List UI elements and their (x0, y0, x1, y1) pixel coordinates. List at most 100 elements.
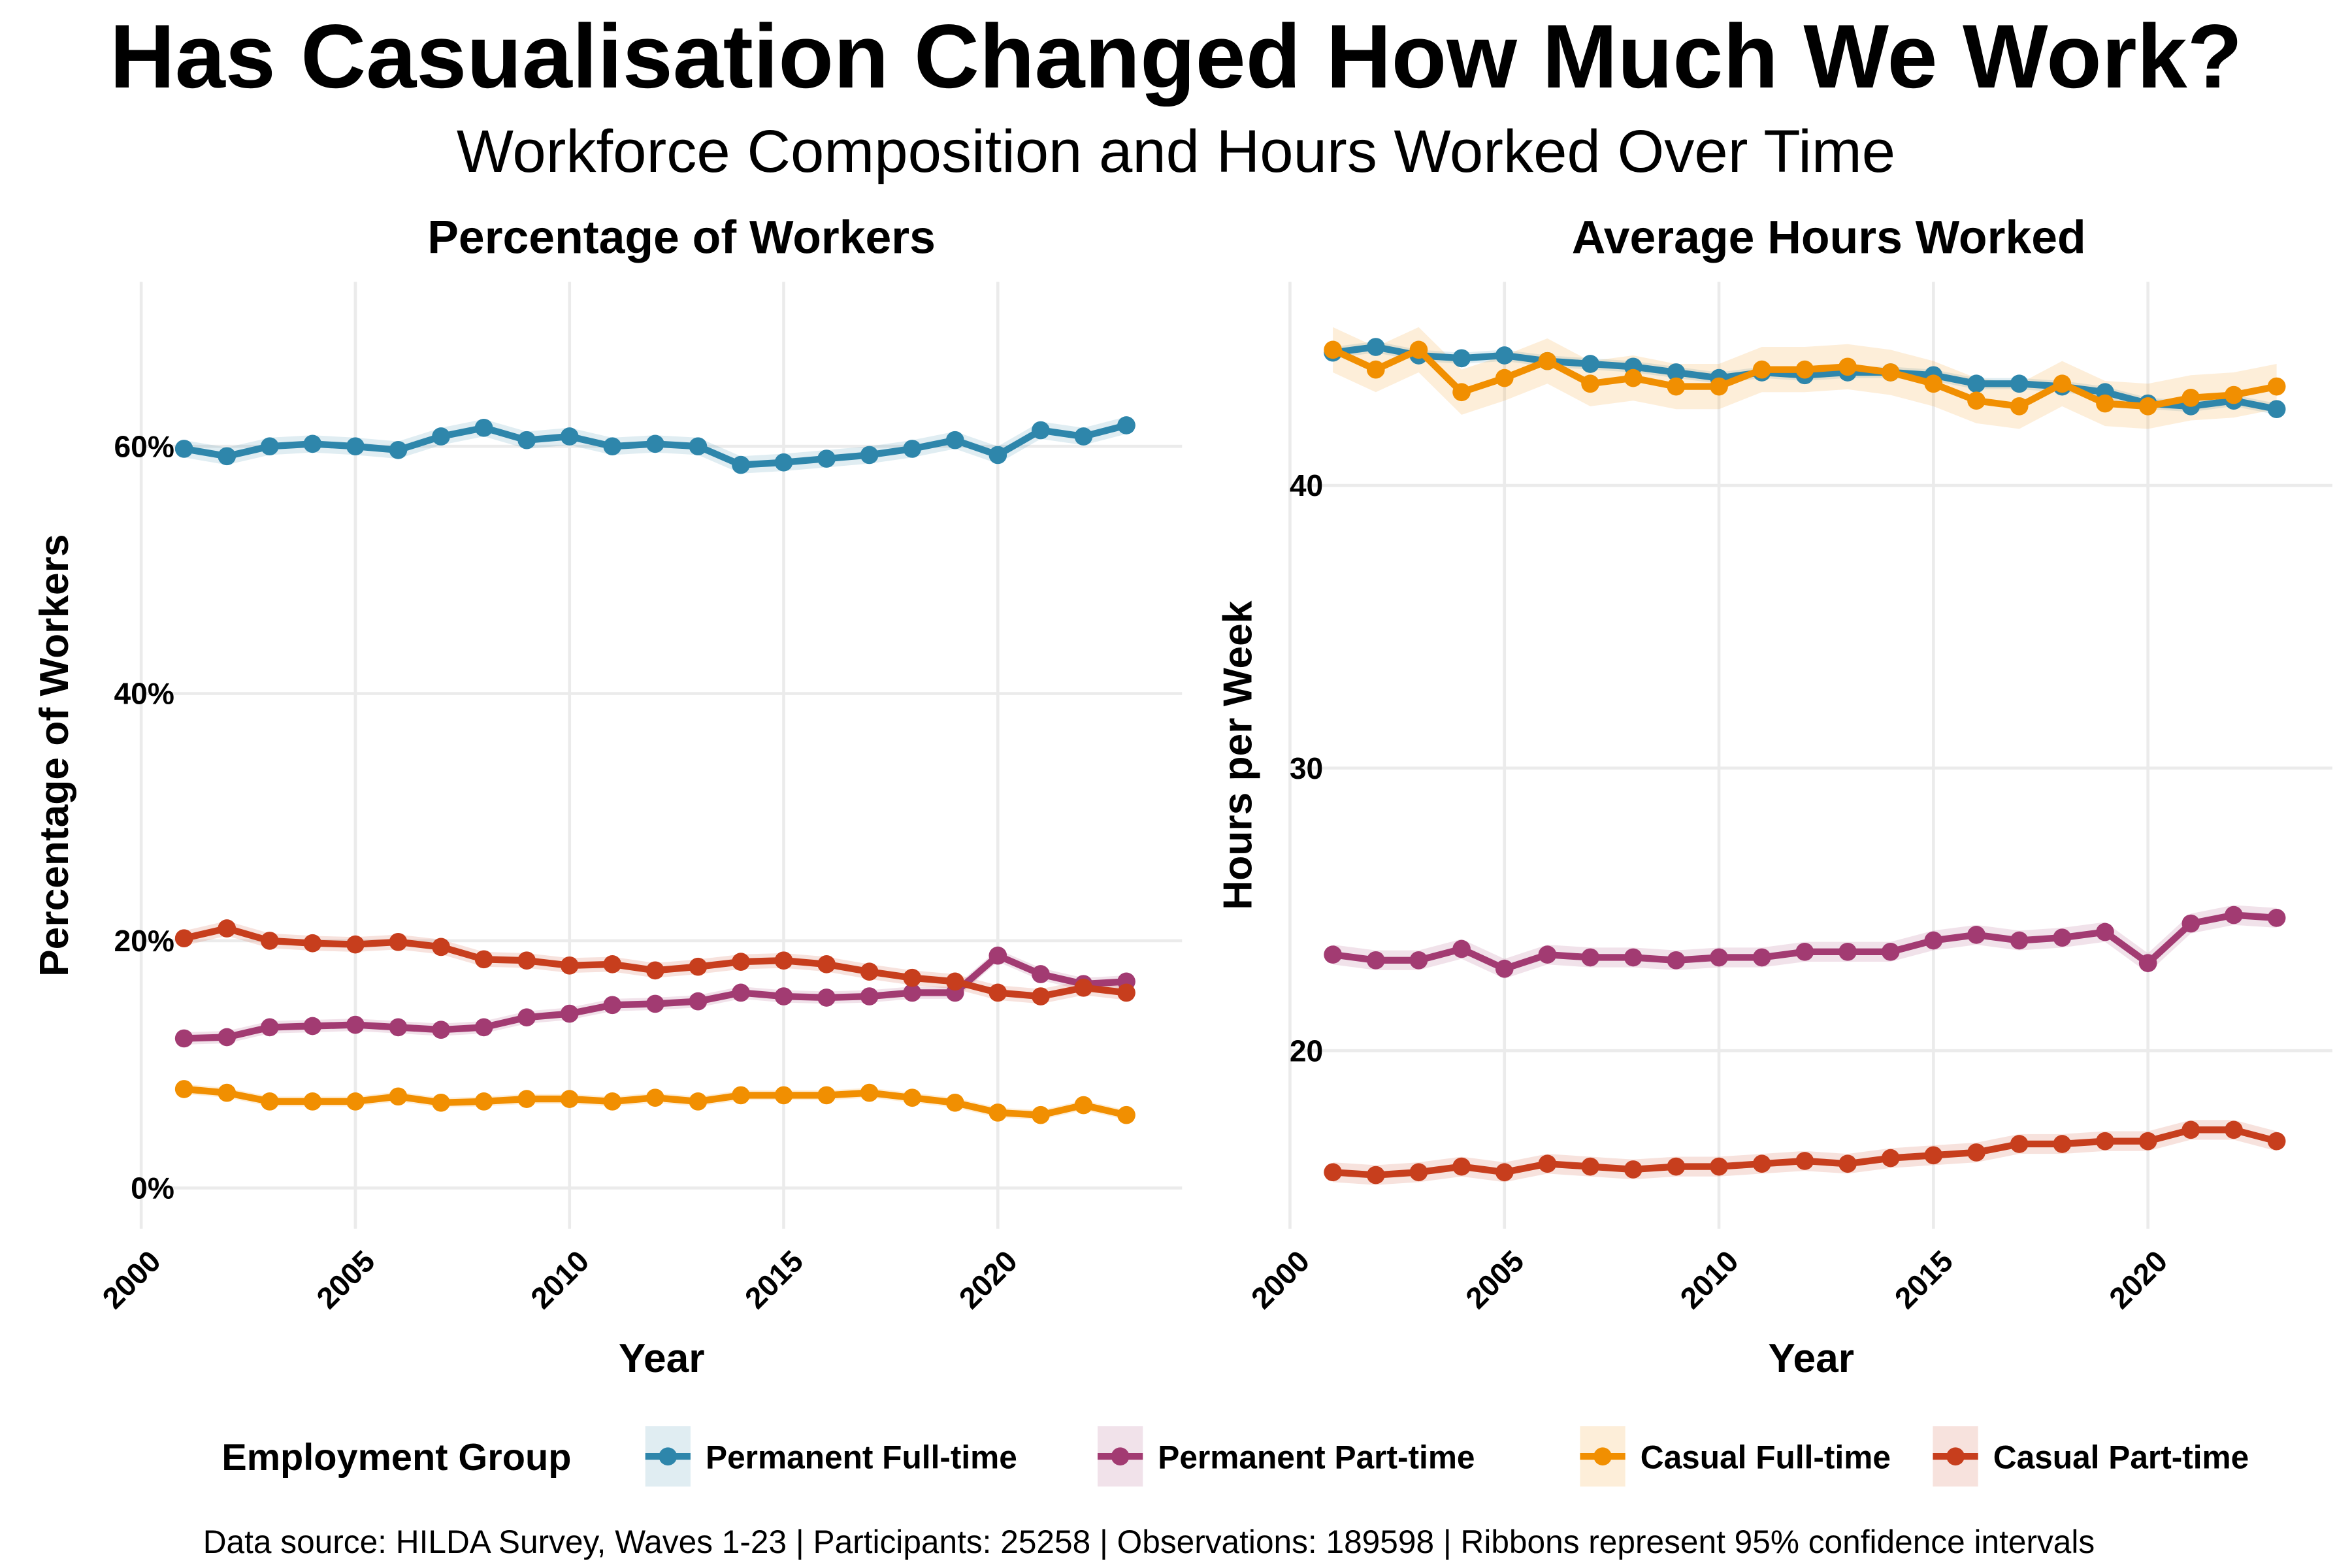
data-point-casual-part-time (603, 955, 622, 973)
data-point-casual-part-time (817, 955, 836, 973)
data-point-casual-part-time (1624, 1160, 1642, 1179)
data-point-casual-part-time (303, 934, 322, 953)
data-point-permanent-full-time (1032, 421, 1050, 440)
data-point-permanent-part-time (1495, 959, 1514, 978)
data-point-casual-full-time (1538, 351, 1557, 370)
data-point-casual-full-time (2225, 385, 2243, 404)
data-point-casual-full-time (1495, 368, 1514, 387)
data-point-permanent-part-time (2267, 909, 2286, 927)
data-point-casual-part-time (174, 929, 193, 948)
data-point-casual-full-time (474, 1092, 493, 1111)
data-point-permanent-part-time (645, 994, 664, 1013)
data-point-casual-part-time (2010, 1135, 2029, 1153)
data-point-permanent-part-time (174, 1029, 193, 1048)
x-tick-label: 2010 (524, 1244, 595, 1315)
data-point-casual-full-time (689, 1092, 708, 1111)
data-point-casual-part-time (260, 932, 279, 950)
data-point-permanent-part-time (1667, 951, 1686, 970)
data-point-permanent-part-time (1795, 942, 1814, 961)
data-point-permanent-part-time (474, 1018, 493, 1037)
data-point-casual-full-time (2267, 377, 2286, 396)
figure-title: Has Casualisation Changed How Much We Wo… (110, 7, 2242, 107)
data-point-casual-full-time (1624, 368, 1642, 387)
data-point-casual-full-time (2181, 389, 2200, 407)
data-point-casual-part-time (1710, 1157, 1728, 1176)
legend-point (1111, 1447, 1130, 1466)
data-point-casual-full-time (1967, 391, 1985, 410)
legend-item-casual-part-time: Casual Part-time (1933, 1426, 2249, 1487)
data-point-casual-part-time (732, 953, 750, 971)
data-point-permanent-part-time (1967, 926, 1985, 944)
data-point-casual-full-time (945, 1093, 964, 1112)
data-point-casual-part-time (2053, 1135, 2072, 1153)
panel-title: Percentage of Workers (427, 212, 936, 264)
data-point-casual-part-time (1667, 1157, 1686, 1176)
data-point-permanent-part-time (346, 1015, 365, 1034)
data-point-permanent-part-time (260, 1018, 279, 1037)
data-point-casual-full-time (389, 1087, 408, 1106)
data-point-casual-full-time (303, 1092, 322, 1111)
data-point-permanent-full-time (2010, 374, 2029, 393)
data-point-permanent-part-time (1924, 931, 1943, 950)
data-point-permanent-part-time (2010, 931, 2029, 950)
y-tick-label: 20% (114, 924, 174, 958)
data-point-casual-part-time (1409, 1163, 1428, 1182)
data-point-permanent-full-time (860, 446, 879, 465)
data-point-permanent-full-time (1667, 363, 1686, 382)
x-tick-label: 2005 (310, 1244, 381, 1315)
data-point-permanent-part-time (389, 1018, 408, 1037)
data-point-permanent-part-time (988, 946, 1007, 965)
data-point-casual-part-time (346, 935, 365, 954)
data-point-permanent-full-time (817, 449, 836, 468)
legend-label: Permanent Full-time (706, 1439, 1017, 1476)
data-point-permanent-full-time (1581, 355, 1599, 373)
x-tick-label: 2015 (738, 1244, 809, 1315)
data-point-casual-full-time (1032, 1105, 1050, 1124)
data-point-permanent-part-time (2225, 906, 2243, 924)
data-point-casual-part-time (2267, 1132, 2286, 1151)
data-point-casual-part-time (1117, 983, 1135, 1002)
data-point-casual-part-time (1538, 1154, 1557, 1173)
data-point-casual-part-time (1366, 1166, 1385, 1184)
data-point-casual-full-time (560, 1090, 579, 1108)
data-point-permanent-part-time (1752, 948, 1771, 967)
legend-item-permanent-full-time: Permanent Full-time (645, 1426, 1017, 1487)
legend-title: Employment Group (221, 1437, 571, 1478)
x-tick-label: 2000 (95, 1244, 167, 1315)
data-point-permanent-part-time (1409, 951, 1428, 970)
data-point-permanent-part-time (1881, 942, 1900, 961)
data-point-casual-full-time (346, 1092, 365, 1111)
data-point-permanent-part-time (1032, 965, 1050, 983)
data-point-casual-full-time (1881, 363, 1900, 382)
data-point-casual-full-time (1838, 357, 1857, 376)
data-point-permanent-full-time (988, 446, 1007, 465)
data-point-permanent-part-time (218, 1028, 237, 1047)
ci-ribbon-permanent-part-time (1333, 905, 2277, 979)
data-point-permanent-part-time (1538, 945, 1557, 964)
data-point-permanent-full-time (346, 437, 365, 456)
data-point-permanent-full-time (1495, 346, 1514, 365)
data-point-casual-full-time (1581, 374, 1599, 393)
x-tick-label: 2005 (1459, 1244, 1530, 1315)
data-point-casual-full-time (2053, 374, 2072, 393)
data-point-permanent-full-time (645, 434, 664, 453)
panel-1: 2000 2005 2010 2015 2020 0% 20% 40% 60% Percentag… (32, 212, 1183, 1381)
panel-title: Average Hours Worked (1572, 212, 2086, 264)
data-point-permanent-part-time (2138, 954, 2157, 972)
data-point-casual-full-time (1752, 360, 1771, 379)
data-point-casual-full-time (817, 1086, 836, 1105)
data-point-casual-full-time (2096, 394, 2114, 413)
data-point-casual-part-time (1581, 1157, 1599, 1176)
data-point-permanent-part-time (2181, 914, 2200, 933)
data-point-permanent-part-time (1838, 942, 1857, 961)
data-point-casual-part-time (1838, 1154, 1857, 1173)
data-point-casual-full-time (645, 1088, 664, 1107)
x-axis-label: Year (1768, 1336, 1854, 1381)
data-point-permanent-full-time (1967, 374, 1985, 393)
data-point-casual-full-time (988, 1103, 1007, 1122)
ci-ribbon-permanent-part-time (184, 949, 1127, 1045)
data-point-casual-part-time (517, 951, 536, 970)
data-point-casual-part-time (1752, 1154, 1771, 1173)
